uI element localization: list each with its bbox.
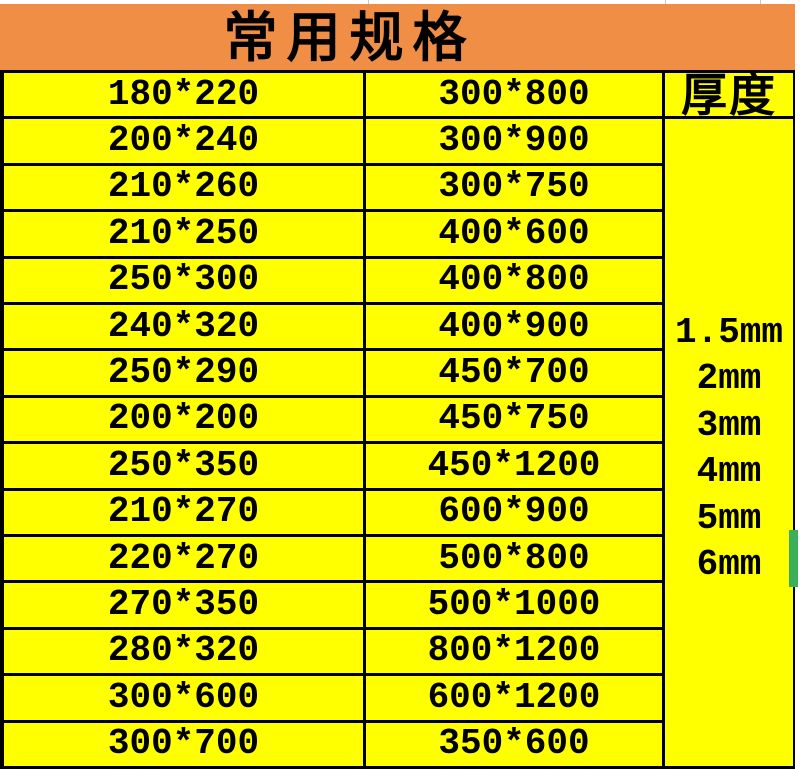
title-banner: 常用规格	[0, 4, 795, 70]
size-value: 270*350	[107, 584, 260, 626]
size-cell: 450*1200	[366, 444, 662, 488]
size-cell: 300*750	[366, 165, 662, 210]
size-cell: 210*260	[4, 165, 363, 210]
size-cell: 300*800	[366, 73, 662, 117]
size-value: 200*240	[107, 120, 260, 162]
green-scroll-marker	[789, 530, 798, 587]
size-cell: 800*1200	[366, 629, 662, 674]
gridline-tick	[760, 0, 761, 4]
size-cell: 450*750	[366, 397, 662, 442]
size-cell: 400*800	[366, 258, 662, 302]
size-cell: 250*300	[4, 258, 363, 302]
size-cell: 500*1000	[366, 583, 662, 627]
size-value: 450*700	[438, 352, 590, 394]
size-value: 250*290	[107, 352, 260, 394]
size-cell: 450*700	[366, 351, 662, 395]
size-cell: 500*800	[366, 537, 662, 581]
size-cell: 200*200	[4, 397, 363, 442]
gridline-tick	[368, 0, 369, 4]
size-cell: 600*1200	[366, 676, 662, 720]
size-value: 250*350	[107, 444, 260, 486]
size-value: 300*700	[107, 723, 260, 765]
size-value: 180*220	[107, 73, 260, 115]
top-gridline-strip	[0, 0, 800, 4]
size-value: 250*300	[107, 259, 260, 301]
size-cell: 250*290	[4, 351, 363, 395]
size-cell: 200*240	[4, 119, 363, 163]
thickness-list-cell: 1.5mm 2mm 3mm 4mm 5mm 6mm	[665, 119, 793, 766]
size-value: 400*900	[438, 305, 590, 347]
thickness-list: 1.5mm 2mm 3mm 4mm 5mm 6mm	[665, 309, 793, 587]
size-cell: 300*700	[4, 722, 363, 766]
size-value: 600*1200	[427, 676, 601, 718]
size-value: 220*270	[107, 537, 260, 579]
size-value: 300*800	[438, 73, 590, 115]
size-cell: 400*900	[366, 305, 662, 349]
size-value: 210*270	[107, 491, 260, 533]
size-cell: 240*320	[4, 305, 363, 349]
size-value: 300*750	[438, 166, 590, 208]
thickness-header-cell: 厚度	[665, 73, 793, 117]
size-value: 400*800	[438, 259, 590, 301]
size-value: 350*600	[438, 723, 590, 765]
size-value: 400*600	[438, 212, 590, 254]
thickness-value: 2mm	[696, 358, 762, 400]
thickness-value: 3mm	[696, 404, 762, 446]
gridline-tick	[665, 0, 666, 4]
size-cell: 210*250	[4, 212, 363, 256]
page-title: 常用规格	[223, 5, 476, 69]
thickness-value: 1.5mm	[674, 312, 784, 354]
size-cell: 220*270	[4, 537, 363, 581]
thickness-value: 6mm	[696, 544, 762, 586]
size-value: 450*1200	[427, 444, 601, 486]
size-cell: 270*350	[4, 583, 363, 627]
size-value: 280*320	[107, 630, 260, 672]
size-cell: 180*220	[4, 73, 363, 117]
size-value: 210*260	[107, 166, 260, 208]
thickness-header-label: 厚度	[681, 73, 777, 117]
size-cell: 280*320	[4, 629, 363, 674]
size-cell: 600*900	[366, 490, 662, 534]
size-cell: 400*600	[366, 212, 662, 256]
thickness-value: 5mm	[696, 497, 762, 539]
size-cell: 350*600	[366, 722, 662, 766]
size-value: 210*250	[107, 212, 260, 254]
size-value: 240*320	[107, 305, 260, 347]
size-value: 500*800	[438, 537, 590, 579]
thickness-value: 4mm	[696, 451, 762, 493]
size-value: 800*1200	[427, 630, 601, 672]
size-cell: 300*900	[366, 119, 662, 163]
size-cell: 250*350	[4, 444, 363, 488]
spec-table: 180*220 300*800 厚度 1.5mm 2mm 3mm 4mm 5mm…	[0, 70, 795, 769]
size-value: 450*750	[438, 398, 590, 440]
size-value: 300*900	[438, 120, 590, 162]
size-cell: 300*600	[4, 676, 363, 720]
size-value: 500*1000	[427, 584, 601, 626]
size-value: 600*900	[438, 491, 590, 533]
size-value: 200*200	[107, 398, 260, 440]
size-value: 300*600	[107, 676, 260, 718]
size-cell: 210*270	[4, 490, 363, 534]
